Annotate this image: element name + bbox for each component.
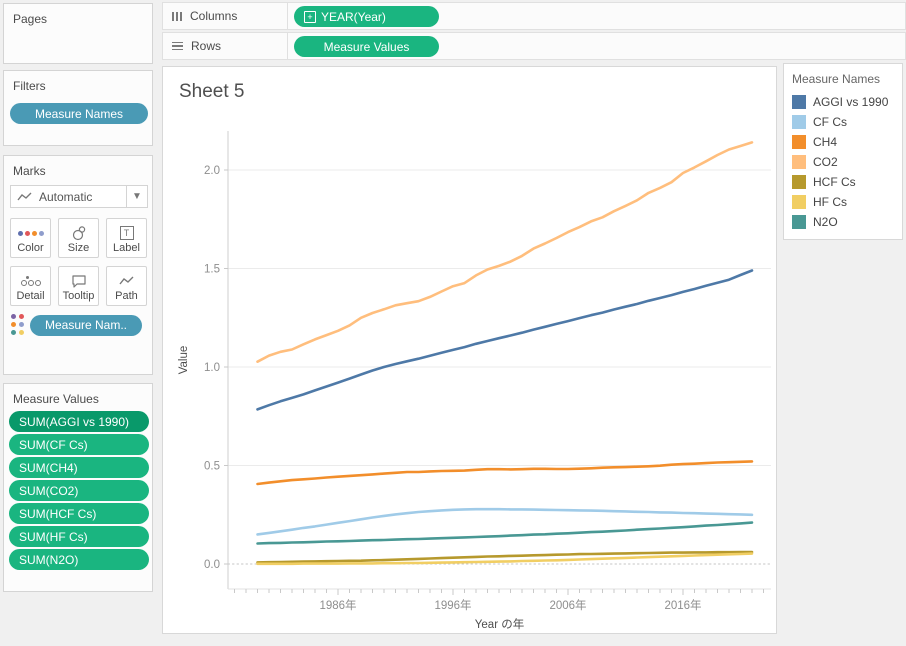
gridlines [227,169,772,565]
tooltip-button[interactable]: Tooltip [58,266,99,306]
svg-text:2016年: 2016年 [664,598,701,612]
color-dots-icon [17,225,44,241]
columns-shelf[interactable]: Columns + YEAR(Year) [162,2,906,30]
columns-pill-year[interactable]: + YEAR(Year) [294,6,439,27]
rows-pill-measure-values[interactable]: Measure Values [294,36,439,57]
size-circles-icon [71,225,87,241]
measure-values-panel: Measure Values SUM(AGGI vs 1990) SUM(CF … [3,383,153,592]
pages-panel: Pages [3,3,153,64]
columns-icon [172,11,182,21]
x-axis-ticks: 1986年 1996年 2006年 2016年 [234,589,764,612]
series-line-CO2 [256,141,754,364]
pill-sum-co2[interactable]: SUM(CO2) [9,480,149,501]
series-lines [256,141,754,566]
legend-swatch [792,135,806,149]
svg-text:0.0: 0.0 [204,559,220,571]
size-button[interactable]: Size [58,218,99,258]
legend-swatch [792,115,806,129]
filters-panel-title: Filters [13,79,46,93]
svg-text:1986年: 1986年 [319,598,356,612]
legend-swatch [792,175,806,189]
svg-text:1.0: 1.0 [204,362,220,374]
chevron-down-icon[interactable]: ▼ [126,186,147,207]
legend-item[interactable]: N2O [784,212,902,232]
legend-item[interactable]: CF Cs [784,112,902,132]
svg-text:2006年: 2006年 [549,598,586,612]
path-button[interactable]: Path [106,266,147,306]
marks-pill-measure-names[interactable]: Measure Nam.. [30,314,142,336]
legend-item[interactable]: AGGI vs 1990 [784,92,902,112]
legend-swatch [792,195,806,209]
rows-shelf[interactable]: Rows Measure Values [162,32,906,60]
legend-item[interactable]: HF Cs [784,192,902,212]
line-chart[interactable]: 0.0 0.5 1.0 1.5 2.0 1986年 1996年 2006年 2016年 Value… [163,67,776,633]
rows-shelf-label: Rows [191,39,222,53]
legend-item[interactable]: CO2 [784,152,902,172]
pill-sum-cfcs[interactable]: SUM(CF Cs) [9,434,149,455]
legend-item[interactable]: HCF Cs [784,172,902,192]
series-line-HF Cs [256,552,754,566]
filters-panel: Filters Measure Names [3,70,153,146]
rows-icon [172,41,183,51]
pill-sum-aggi[interactable]: SUM(AGGI vs 1990) [9,411,149,432]
line-chart-icon [17,192,32,200]
shelf-divider [287,33,288,59]
pill-sum-ch4[interactable]: SUM(CH4) [9,457,149,478]
pill-sum-n2o[interactable]: SUM(N2O) [9,549,149,570]
series-line-N2O [256,521,754,545]
tooltip-bubble-icon [71,273,87,289]
color-button[interactable]: Color [10,218,51,258]
series-line-CF Cs [256,507,754,536]
color-legend[interactable]: Measure Names AGGI vs 1990 CF Cs CH4 CO2… [783,63,903,240]
columns-shelf-label: Columns [190,9,238,23]
svg-text:1996年: 1996年 [434,598,471,612]
legend-swatch [792,215,806,229]
pages-panel-title: Pages [13,12,48,26]
sheet-title: Sheet 5 [179,81,245,102]
legend-swatch [792,155,806,169]
legend-item[interactable]: CH4 [784,132,902,152]
series-line-CH4 [256,460,754,486]
x-axis-title: Year の年 [475,617,524,631]
y-axis-title: Value [178,346,190,375]
series-line-HCF Cs [256,550,754,564]
svg-text:2.0: 2.0 [204,165,220,177]
y-axis-ticks: 0.0 0.5 1.0 1.5 2.0 [204,165,228,571]
label-t-icon: T [119,225,134,241]
marks-panel-title: Marks [13,164,46,178]
series-line-AGGI vs 1990 [256,269,754,411]
worksheet-view[interactable]: Sheet 5 0.0 0.5 1.0 1.5 2.0 1986年 1996年 2006年 20… [162,66,777,634]
marks-panel: Marks Automatic ▼ Color Size T Label [3,155,153,375]
pill-sum-hcfcs[interactable]: SUM(HCF Cs) [9,503,149,524]
measure-values-panel-title: Measure Values [13,392,99,406]
filter-pill-measure-names[interactable]: Measure Names [10,103,148,124]
legend-swatch [792,95,806,109]
label-button[interactable]: T Label [106,218,147,258]
detail-button[interactable]: Detail [10,266,51,306]
mark-type-dropdown[interactable]: Automatic ▼ [10,185,148,208]
mark-type-value: Automatic [39,189,93,204]
legend-title: Measure Names [792,72,881,86]
svg-text:1.5: 1.5 [204,264,220,276]
detail-dots-icon [20,273,41,289]
shelf-divider [287,3,288,29]
expand-plus-icon[interactable]: + [304,10,316,23]
path-line-icon [118,273,135,289]
measure-names-color-icon [11,314,25,336]
pill-sum-hfcs[interactable]: SUM(HF Cs) [9,526,149,547]
svg-text:0.5: 0.5 [204,461,220,473]
